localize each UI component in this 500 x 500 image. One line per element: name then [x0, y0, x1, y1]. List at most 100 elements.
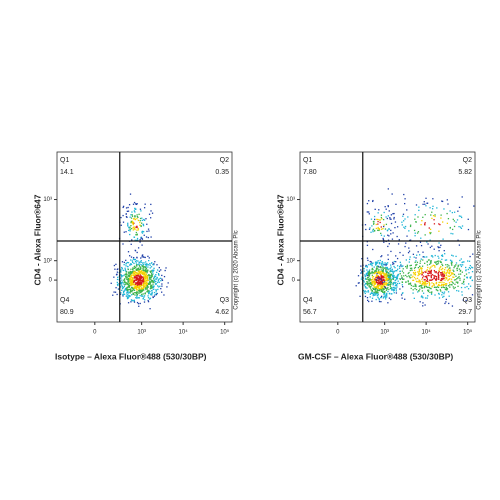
event-dot — [429, 263, 431, 265]
event-dot — [136, 226, 138, 229]
event-dot — [461, 225, 464, 227]
event-dot — [139, 275, 141, 277]
event-dot — [402, 292, 404, 294]
event-dot — [427, 274, 429, 276]
event-dot — [132, 258, 135, 260]
event-dot — [378, 266, 380, 268]
event-dot — [386, 274, 389, 276]
event-dot — [385, 273, 388, 276]
event-dot — [467, 260, 469, 262]
event-dot — [384, 298, 387, 300]
event-dot — [417, 274, 419, 277]
event-dot — [430, 214, 432, 216]
event-dot — [467, 228, 470, 231]
event-dot — [467, 283, 470, 285]
event-dot — [386, 271, 388, 273]
event-dot — [147, 228, 150, 230]
event-dot — [405, 281, 407, 283]
event-dot — [138, 284, 141, 286]
event-dot — [461, 271, 463, 273]
event-dot — [409, 224, 412, 226]
event-dot — [149, 264, 151, 266]
event-dot — [440, 290, 442, 292]
event-dot — [449, 259, 452, 261]
event-dot — [424, 271, 426, 273]
event-dot — [391, 238, 394, 240]
event-dot — [414, 272, 416, 274]
event-dot — [377, 220, 379, 223]
event-dot — [438, 257, 440, 259]
event-dot — [438, 223, 440, 225]
event-dot — [426, 269, 428, 271]
event-dot — [134, 271, 137, 273]
event-dot — [396, 265, 399, 267]
event-dot — [122, 243, 124, 245]
event-dot — [371, 281, 373, 283]
event-dot — [128, 286, 130, 288]
event-dot — [408, 275, 410, 277]
event-dot — [366, 269, 368, 271]
event-dot — [421, 280, 423, 283]
event-dot — [367, 278, 370, 281]
event-dot — [355, 285, 357, 287]
event-dot — [149, 288, 151, 290]
event-dot — [457, 265, 459, 268]
event-dot — [370, 289, 372, 291]
event-dot — [419, 282, 421, 284]
event-dot — [372, 248, 374, 251]
event-dot — [436, 289, 438, 291]
event-dot — [143, 282, 146, 284]
event-dot — [390, 298, 392, 301]
event-dot — [395, 255, 397, 257]
event-dot — [410, 287, 412, 290]
event-dot — [380, 263, 382, 265]
event-dot — [387, 188, 389, 190]
event-dot — [112, 294, 114, 296]
event-dot — [389, 274, 391, 277]
event-dot — [458, 275, 460, 278]
event-dot — [124, 269, 127, 271]
event-dot — [404, 218, 406, 220]
event-dot — [369, 263, 372, 265]
event-dot — [455, 264, 457, 266]
event-dot — [133, 301, 136, 303]
event-dot — [380, 285, 382, 287]
event-dot — [392, 278, 394, 280]
event-dot — [365, 278, 368, 280]
event-dot — [368, 286, 370, 288]
event-dot — [385, 296, 387, 299]
event-dot — [145, 282, 147, 285]
event-dot — [149, 290, 151, 293]
event-dot — [143, 219, 146, 221]
event-dot — [440, 268, 442, 271]
event-dot — [152, 281, 155, 283]
event-dot — [457, 210, 459, 212]
event-dot — [389, 267, 391, 270]
event-dot — [448, 271, 450, 273]
event-dot — [415, 285, 417, 287]
event-dot — [394, 282, 396, 285]
event-dot — [444, 302, 446, 305]
event-dot — [382, 238, 385, 241]
event-dot — [140, 264, 143, 266]
event-dot — [390, 222, 393, 225]
event-dot — [449, 274, 452, 277]
event-dot — [386, 294, 388, 297]
event-dot — [151, 281, 153, 283]
event-dot — [398, 265, 401, 268]
event-dot — [373, 282, 376, 284]
event-dot — [451, 284, 453, 286]
event-dot — [143, 234, 145, 236]
event-dot — [381, 284, 383, 286]
y-tick-label: 10² — [286, 258, 295, 264]
event-dot — [451, 281, 454, 283]
event-dot — [383, 295, 385, 297]
event-dot — [143, 271, 145, 273]
event-dot — [133, 270, 135, 272]
event-dot — [139, 268, 142, 270]
event-dot — [127, 290, 129, 292]
event-dot — [130, 272, 132, 274]
event-dot — [131, 294, 133, 296]
event-dot — [127, 273, 130, 275]
event-dot — [442, 284, 445, 287]
